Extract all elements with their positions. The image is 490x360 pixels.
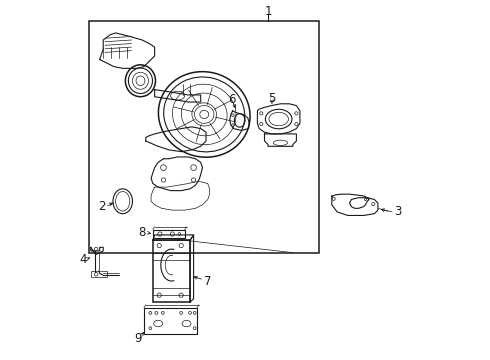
Bar bbox=[153, 240, 190, 302]
Text: 3: 3 bbox=[394, 206, 401, 219]
Bar bbox=[89, 21, 319, 253]
Text: 5: 5 bbox=[268, 92, 276, 105]
Bar bbox=[144, 307, 197, 334]
Bar bbox=[153, 230, 185, 238]
Text: 7: 7 bbox=[204, 275, 212, 288]
Text: 8: 8 bbox=[139, 226, 146, 239]
Text: 2: 2 bbox=[98, 200, 105, 213]
Text: 4: 4 bbox=[79, 253, 87, 266]
Text: 6: 6 bbox=[228, 93, 235, 106]
Text: 9: 9 bbox=[134, 332, 142, 345]
Text: 1: 1 bbox=[264, 5, 272, 18]
Bar bbox=[91, 271, 107, 278]
